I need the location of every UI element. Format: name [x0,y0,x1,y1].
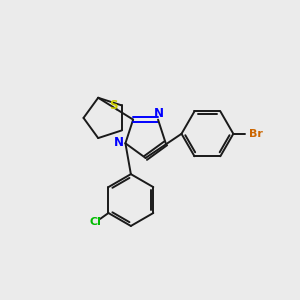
Text: N: N [154,106,164,120]
Text: S: S [109,99,117,112]
Text: Cl: Cl [90,218,102,227]
Text: Br: Br [249,129,263,139]
Text: N: N [114,136,124,149]
